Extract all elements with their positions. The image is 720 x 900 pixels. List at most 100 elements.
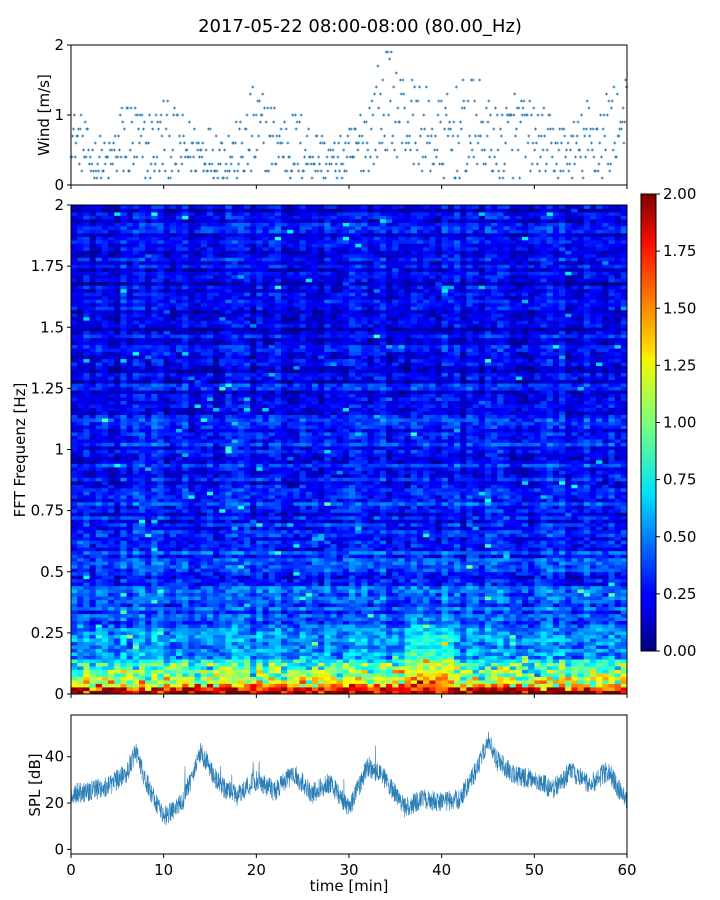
spectrogram-cell [219,512,226,517]
spectrogram-cell [95,411,103,415]
spectrogram-cell [83,285,90,290]
spectrogram-cell [200,662,208,667]
spectrogram-cell [120,519,127,524]
spectrogram-cell [194,334,202,339]
spectrogram-cell [169,309,177,314]
spectrogram-cell [71,439,78,443]
spectrogram-cell [132,428,140,433]
spectrogram-cell [95,435,103,440]
spectrogram-cell [145,487,152,492]
spectrogram-cell [108,452,115,457]
spectrogram-cell [182,274,189,279]
wind-point [291,113,295,117]
spectrogram-cell [126,603,134,608]
wind-point [86,127,90,131]
spectrogram-cell [89,613,97,618]
spectrogram-cell [77,680,84,684]
spectrogram-cell [101,494,109,499]
spectrogram-cell [243,480,251,485]
wind-point [87,162,91,166]
spectrogram-cell [206,225,214,230]
spectrogram-cell [138,533,146,538]
spectrogram-cell [200,281,208,286]
spectrogram-cell [194,676,202,681]
spectrogram-cell [182,505,189,510]
spectrogram-cell [188,246,195,251]
spectrogram-cell [132,669,140,674]
spectrogram-cell [219,246,226,251]
spectrogram-cell [206,498,214,503]
spectrogram-cell [71,225,78,230]
spectrogram-cell [77,683,84,688]
spectrogram-cell [151,414,158,419]
spectrogram-cell [169,533,177,538]
spectrogram-cell [132,383,140,388]
wind-point [401,78,405,82]
spectrogram-cell [120,452,127,457]
spectrogram-cell [213,641,220,646]
spectrogram-cell [206,529,214,534]
spectrogram-cell [200,575,208,580]
spectrogram-cell [157,631,165,636]
spectrogram-cell [83,442,90,447]
spectrogram-cell [120,327,127,332]
spectrogram-cell [169,613,177,618]
spectrogram-cell [120,428,127,433]
wind-point [409,99,413,103]
spectrogram-cell [213,232,220,237]
spectrogram-cell [83,568,90,573]
spectrogram-cell [194,536,202,541]
spectrogram-cell [138,491,146,496]
spectrogram-cell [83,585,90,590]
spectrogram-cell [138,344,146,349]
spectrogram-cell [169,592,177,597]
spectrogram-cell [114,250,121,255]
spectrogram-cell [206,271,214,276]
spectrogram-cell [225,313,233,318]
spectrogram-cell [89,463,97,468]
spectrogram-cell [95,208,103,213]
spectrogram-cell [213,292,220,297]
spectrogram-cell [138,543,146,548]
spectrogram-cell [95,267,103,272]
spectrogram-cell [71,250,78,255]
spectrogram-cell [138,215,146,220]
spectrogram-cell [188,309,195,314]
spectrogram-cell [200,557,208,562]
spectrogram-cell [89,390,97,395]
spectrogram-cell [237,459,245,464]
spectrogram-cell [108,435,115,440]
spectrogram-cell [243,533,251,538]
spectrogram-cell [89,470,97,475]
spectrogram-cell [169,295,177,300]
wind-point [402,92,406,96]
spectrogram-cell [132,575,140,580]
spectrogram-cell [71,519,78,524]
spectrogram-cell [145,571,152,576]
spectrogram-cell [120,575,127,580]
spectrogram-cell [71,218,78,223]
wind-point [480,148,484,152]
spectrogram-cell [225,365,233,370]
spectrogram-cell [250,211,257,216]
spectrogram-cell [151,536,158,541]
spectrogram-cell [71,302,78,307]
spectrogram-cell [71,334,78,339]
spectrogram-cell [157,606,165,611]
spectrogram-cell [225,239,233,244]
spectrogram-cell [176,390,183,395]
wind-point [202,169,206,173]
spectrogram-cell [114,407,121,412]
spectrogram-cell [77,484,84,489]
spectrogram-cell [182,323,189,328]
wind-point [544,169,547,173]
spectrogram-cell [256,673,263,677]
spectrogram-cell [237,505,245,510]
spectrogram-cell [101,536,109,541]
spectrogram-cell [120,459,127,464]
spectrogram-cell [237,491,245,496]
wind-point [73,155,77,159]
spectrogram-cell [194,631,202,636]
spectrogram-cell [243,205,251,209]
spectrogram-cell [77,526,84,531]
